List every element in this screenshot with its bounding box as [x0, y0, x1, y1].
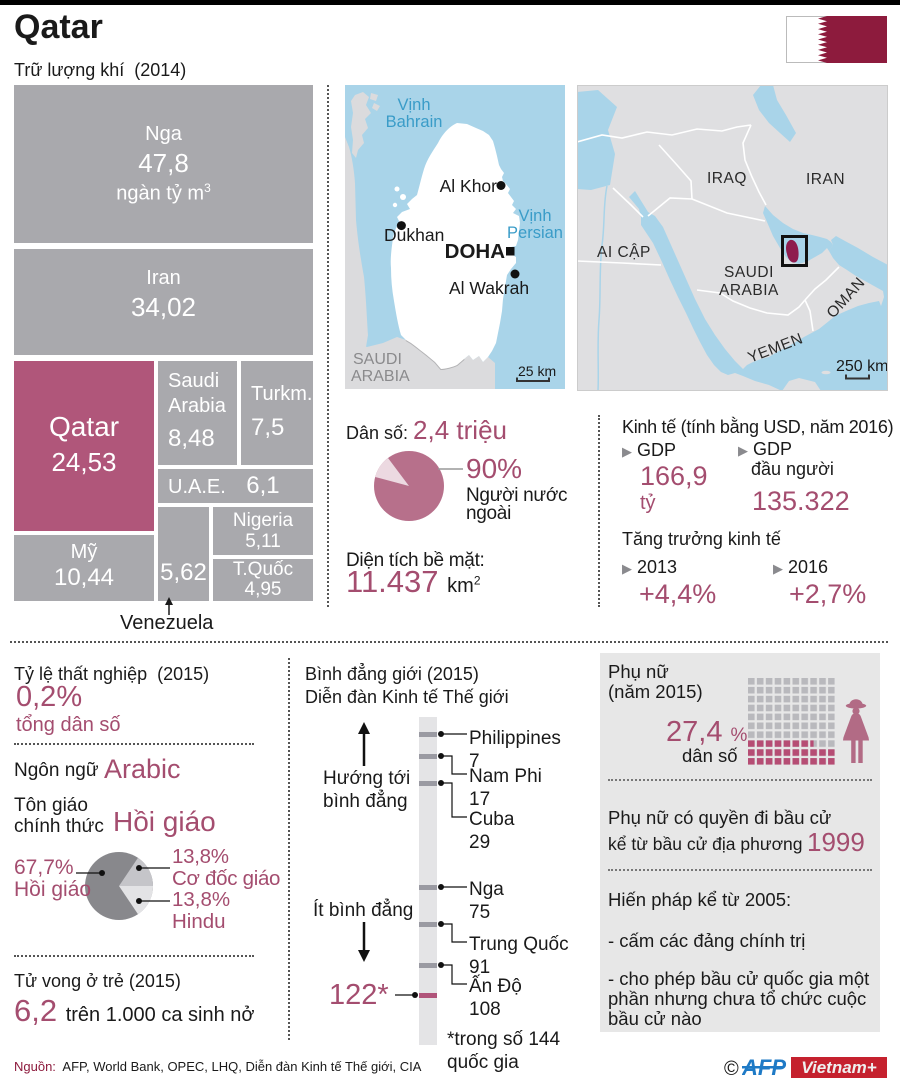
- svg-text:Bahrain: Bahrain: [386, 113, 443, 131]
- svg-text:250 km: 250 km: [836, 358, 888, 375]
- svg-text:Al Wakrah: Al Wakrah: [449, 278, 529, 298]
- svg-text:SAUDI: SAUDI: [353, 351, 402, 368]
- svg-text:Vịnh: Vịnh: [518, 207, 551, 225]
- svg-text:Al Khor: Al Khor: [440, 176, 498, 196]
- svg-text:25 km: 25 km: [518, 363, 556, 379]
- svg-text:IRAN: IRAN: [806, 171, 845, 188]
- svg-text:Vịnh: Vịnh: [397, 96, 430, 114]
- svg-text:Persian: Persian: [507, 224, 563, 242]
- svg-text:SAUDI: SAUDI: [724, 264, 774, 281]
- svg-text:ARABIA: ARABIA: [719, 282, 779, 299]
- svg-text:AI CẬP: AI CẬP: [597, 244, 651, 261]
- svg-text:IRAQ: IRAQ: [707, 170, 747, 187]
- svg-text:Dukhan: Dukhan: [384, 225, 444, 245]
- svg-text:ARABIA: ARABIA: [351, 368, 410, 385]
- svg-text:DOHA: DOHA: [445, 240, 506, 263]
